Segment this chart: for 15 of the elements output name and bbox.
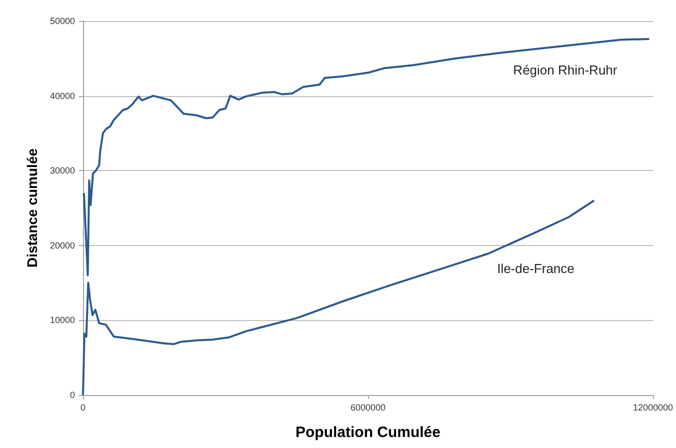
x-tick-label: 12000000: [632, 402, 673, 412]
y-tick-label: 50000: [50, 16, 75, 26]
series-label: Région Rhin-Ruhr: [513, 62, 618, 78]
series-label: Ile-de-France: [497, 261, 574, 276]
line-series: [82, 200, 596, 396]
y-tick-label: 30000: [50, 166, 75, 176]
x-tick-label: 0: [80, 402, 86, 412]
y-tick-label: 20000: [50, 240, 75, 250]
y-tick-label: 10000: [50, 315, 75, 326]
y-tick-label: 40000: [50, 90, 75, 101]
y-axis-title: Distance cumulée: [24, 148, 40, 268]
x-axis-title: Population Cumulée: [295, 424, 440, 441]
line-series: [82, 38, 650, 276]
x-tick-label: 6000000: [350, 402, 386, 412]
y-tick-label: 0: [70, 390, 75, 400]
